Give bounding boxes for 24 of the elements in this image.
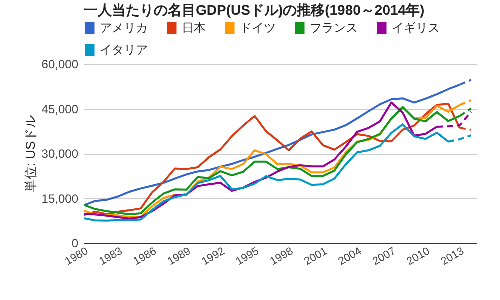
legend-label: イギリス — [392, 21, 440, 36]
x-tick-label: 1989 — [166, 246, 194, 268]
x-tick-label: 2013 — [439, 246, 466, 268]
x-tick-label: 1995 — [234, 246, 262, 268]
legend-label: アメリカ — [100, 21, 148, 36]
x-tick-label: 2010 — [405, 246, 432, 268]
y-axis-title: 単位: USドル — [22, 115, 38, 193]
legend-label: 日本 — [182, 21, 206, 36]
legend-label: フランス — [310, 21, 358, 36]
x-tick-label: 2001 — [302, 246, 330, 268]
x-tick-label: 1998 — [268, 246, 296, 268]
x-tick-label: 1992 — [200, 246, 228, 268]
y-tick-label: 45,000 — [42, 102, 79, 116]
x-tick-label: 2007 — [370, 246, 398, 268]
x-tick-label: 1986 — [132, 246, 159, 268]
y-tick-label: 0 — [72, 236, 79, 250]
y-tick-label: 15,000 — [42, 192, 79, 206]
legend-label: ドイツ — [240, 21, 276, 36]
x-tick-label: 2004 — [336, 246, 364, 268]
chart-title: 一人当たりの名目GDP(USドル)の推移(1980～2014年) — [84, 2, 425, 18]
x-tick-label: 1983 — [97, 246, 125, 268]
legend-label: イタリア — [100, 43, 148, 57]
y-tick-label: 60,000 — [42, 58, 79, 72]
y-tick-label: 30,000 — [42, 147, 79, 161]
